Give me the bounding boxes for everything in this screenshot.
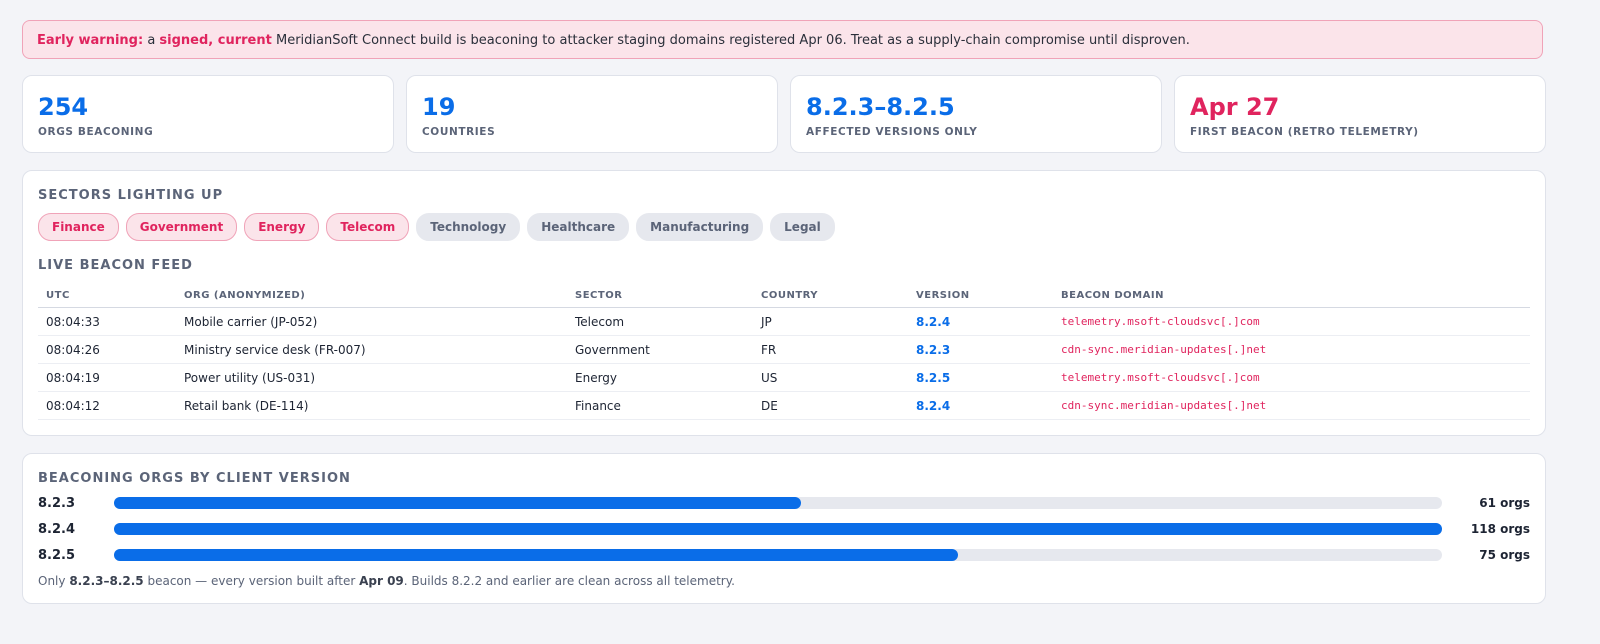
table-cell: 08:04:33 [38,307,176,336]
table-cell: Energy [567,363,753,392]
sectors-panel: SECTORS LIGHTING UP Finance Government Ene… [22,170,1546,436]
feed-table: UTC ORG (ANONYMIZED) SECTOR COUNTRY VERSION B… [38,283,1530,420]
table-cell: Government [567,335,753,364]
sector-chip: Legal [770,213,835,241]
table-cell: 08:04:12 [38,391,176,420]
bar-label: 8.2.4 [38,521,76,537]
bar [114,549,959,561]
bar-row: 8.2.3 61 orgs [38,490,1530,516]
version-panel: BEACONING ORGS BY CLIENT VERSION 8.2.3 61… [22,453,1546,604]
table-cell: 8.2.5 [908,363,1053,392]
column-header: SECTOR [567,283,753,308]
stat-value: 254 [38,93,89,121]
table-header: UTC ORG (ANONYMIZED) SECTOR COUNTRY VERSION B… [38,283,1530,308]
sector-chip: Telecom [326,213,410,241]
table-cell: DE [753,391,908,420]
alert-text: a [143,33,160,48]
footnote: Only 8.2.3–8.2.5 beacon — every version … [38,574,1530,588]
bar-value-label: 118 orgs [1470,522,1530,536]
sector-chip: Energy [244,213,320,241]
stat-value: 19 [422,93,456,121]
table-cell: telemetry.msoft-cloudsvc[.]com [1053,307,1530,336]
bar-label: 8.2.5 [38,547,76,563]
table-cell: FR [753,335,908,364]
table-cell: Ministry service desk (FR-007) [176,335,567,364]
stat-card: Apr 27 FIRST BEACON (RETRO TELEMETRY) [1174,75,1546,153]
bar-row: 8.2.5 75 orgs [38,542,1530,568]
table-cell: 8.2.4 [908,307,1053,336]
version-chart: 8.2.3 61 orgs 8.2.4 118 orgs 8.2.5 75 orgs [38,490,1530,568]
sector-chip: Technology [416,213,521,241]
stat-card: 8.2.3–8.2.5 AFFECTED VERSIONS ONLY [790,75,1162,153]
alert-text: signed, current [159,33,272,48]
table-cell: 8.2.3 [908,335,1053,364]
table-row: 08:04:19 Power utility (US-031) Energy US 8.… [38,363,1530,392]
table-cell: cdn-sync.meridian-updates[.]net [1053,335,1530,364]
table-cell: cdn-sync.meridian-updates[.]net [1053,391,1530,420]
footnote-text: Only [38,574,70,588]
stat-cards: 254 ORGS BEACONING 19 COUNTRIES 8.2.3–8.2.5 A… [22,75,1546,153]
stat-value: 8.2.3–8.2.5 [806,93,955,121]
sector-chip: Government [125,213,238,241]
table-row: 08:04:12 Retail bank (DE-114) Finance DE 8.2… [38,391,1530,420]
table-row: 08:04:33 Mobile carrier (JP-052) Telecom JP… [38,307,1530,336]
stat-label: ORGS BEACONING [38,126,154,138]
column-header: VERSION [908,283,1053,308]
bar-track [114,497,1442,509]
bar [114,523,1442,535]
bar-label: 8.2.3 [38,495,76,511]
stat-label: COUNTRIES [422,126,496,138]
bar-track [114,549,1442,561]
table-body: 08:04:33 Mobile carrier (JP-052) Telecom JP… [38,307,1530,420]
section-title: SECTORS LIGHTING UP [38,188,224,203]
column-header: COUNTRY [753,283,908,308]
stat-label: FIRST BEACON (RETRO TELEMETRY) [1190,126,1419,138]
section-title: BEACONING ORGS BY CLIENT VERSION [38,471,351,486]
bar-value-label: 61 orgs [1479,496,1530,510]
column-header: UTC [38,283,176,308]
table-row: 08:04:26 Ministry service desk (FR-007) Go… [38,335,1530,364]
table-cell: 8.2.4 [908,391,1053,420]
alert-text: Early warning: [37,33,144,48]
alert-banner: Early warning: a signed, current Meridia… [22,20,1543,59]
column-header: BEACON DOMAIN [1053,283,1530,308]
stat-card: 19 COUNTRIES [406,75,778,153]
stat-label: AFFECTED VERSIONS ONLY [806,126,978,138]
table-cell: Mobile carrier (JP-052) [176,307,567,336]
table-cell: Finance [567,391,753,420]
footnote-text: 8.2.3–8.2.5 [69,574,144,588]
table-cell: telemetry.msoft-cloudsvc[.]com [1053,363,1530,392]
table-cell: JP [753,307,908,336]
bar-track [114,523,1442,535]
column-header: ORG (ANONYMIZED) [176,283,567,308]
bar-row: 8.2.4 118 orgs [38,516,1530,542]
alert-text: MeridianSoft Connect build is beaconing … [271,33,1190,48]
section-title: LIVE BEACON FEED [38,258,193,273]
bar [114,497,801,509]
table-cell: Retail bank (DE-114) [176,391,567,420]
footnote-text: beacon — every version built after [143,574,360,588]
sector-chip: Healthcare [527,213,630,241]
footnote-text: Apr 09 [359,574,404,588]
stat-value: Apr 27 [1190,93,1280,121]
table-cell: 08:04:26 [38,335,176,364]
bar-value-label: 75 orgs [1479,548,1530,562]
stat-card: 254 ORGS BEACONING [22,75,394,153]
table-cell: US [753,363,908,392]
table-cell: Power utility (US-031) [176,363,567,392]
table-cell: Telecom [567,307,753,336]
table-cell: 08:04:19 [38,363,176,392]
footnote-text: . Builds 8.2.2 and earlier are clean acr… [403,574,735,588]
sector-chip: Manufacturing [636,213,764,241]
sector-chips: Finance Government Energy Telecom Technology… [38,213,1530,241]
sector-chip: Finance [38,213,119,241]
